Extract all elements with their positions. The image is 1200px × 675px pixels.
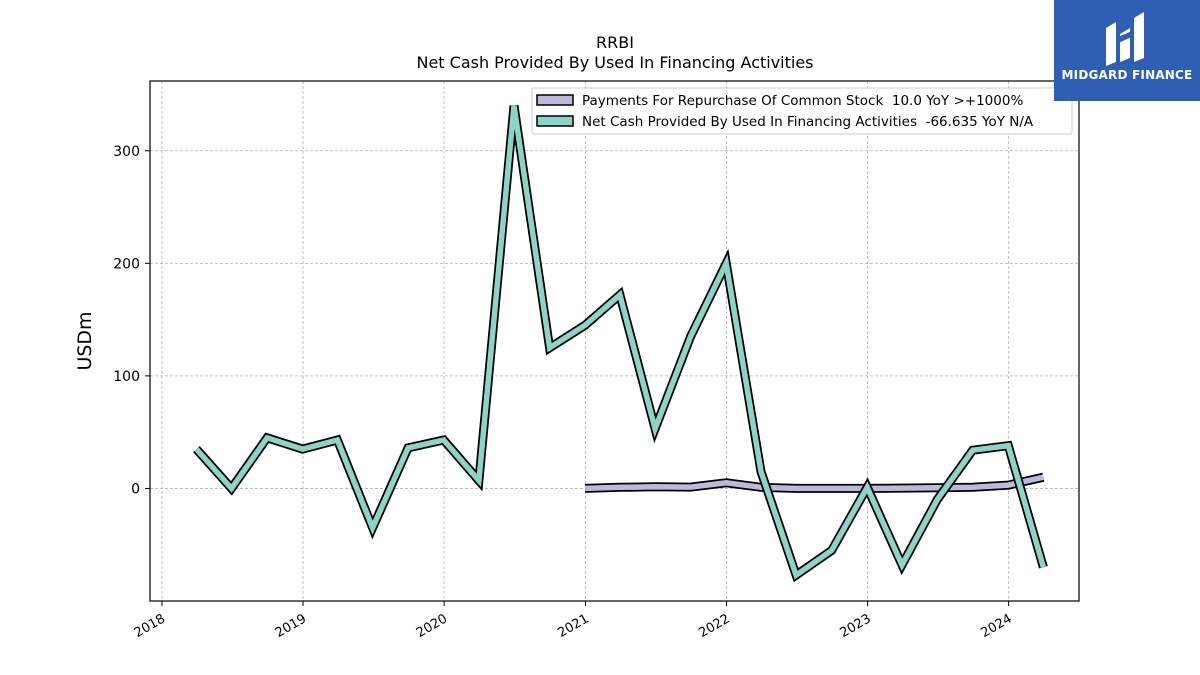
- x-tick-label: 2021: [555, 611, 591, 641]
- x-tick-label: 2020: [414, 611, 450, 641]
- midgard-logo-icon: [1106, 12, 1144, 66]
- series-1-outline: [193, 105, 1048, 583]
- legend: Payments For Repurchase Of Common Stock …: [531, 87, 1073, 135]
- x-tick-label: 2022: [696, 611, 732, 641]
- x-tick-label: 2024: [979, 611, 1015, 641]
- series-1-line: [194, 105, 1047, 580]
- y-tick-label: 300: [113, 144, 140, 160]
- midgard-finance-logo: MIDGARD FINANCE: [1054, 0, 1200, 101]
- x-tick-label: 2023: [837, 611, 873, 641]
- grid: [150, 81, 1079, 601]
- legend-swatch-repurchase: [536, 94, 574, 106]
- x-tick-label: 2018: [132, 611, 168, 641]
- series-0-line: [585, 474, 1045, 492]
- legend-label-financing: Net Cash Provided By Used In Financing A…: [582, 114, 1034, 130]
- legend-label-repurchase: Payments For Repurchase Of Common Stock …: [582, 93, 1023, 109]
- legend-swatch-financing: [536, 115, 574, 127]
- series-layer: [193, 105, 1048, 583]
- y-tick-label: 100: [113, 369, 140, 385]
- y-tick-label: 200: [113, 256, 140, 272]
- legend-box: [531, 87, 1073, 135]
- plot-area-frame: [149, 80, 1080, 602]
- y-tick-label: 0: [131, 481, 140, 497]
- y-axis: 0 100 200 300: [113, 144, 150, 497]
- x-axis: 2018 2019 2020 2021 2022 2023 2024: [132, 601, 1015, 641]
- chart-subtitle: Net Cash Provided By Used In Financing A…: [416, 53, 813, 72]
- logo-text: MIDGARD FINANCE: [1061, 68, 1193, 82]
- y-axis-label: USDm: [74, 311, 96, 370]
- x-tick-label: 2019: [273, 611, 309, 641]
- chart-title: RRBI: [596, 33, 634, 52]
